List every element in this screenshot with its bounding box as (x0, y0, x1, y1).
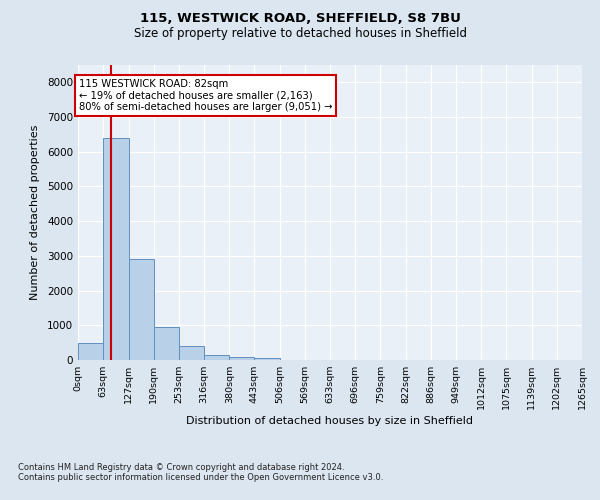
Text: 115, WESTWICK ROAD, SHEFFIELD, S8 7BU: 115, WESTWICK ROAD, SHEFFIELD, S8 7BU (140, 12, 460, 26)
Bar (154, 327, 179, 360)
Bar (229, 356, 254, 360)
X-axis label: Distribution of detached houses by size in Sheffield: Distribution of detached houses by size … (187, 416, 473, 426)
Bar (179, 346, 204, 360)
Bar (128, 260, 154, 360)
Text: 115 WESTWICK ROAD: 82sqm
← 19% of detached houses are smaller (2,163)
80% of sem: 115 WESTWICK ROAD: 82sqm ← 19% of detach… (79, 79, 332, 112)
Y-axis label: Number of detached properties: Number of detached properties (30, 125, 40, 300)
Bar (254, 358, 280, 360)
Text: Size of property relative to detached houses in Sheffield: Size of property relative to detached ho… (133, 28, 467, 40)
Bar (103, 138, 128, 360)
Bar (204, 355, 229, 360)
Bar (78, 342, 103, 360)
Text: Contains HM Land Registry data © Crown copyright and database right 2024.: Contains HM Land Registry data © Crown c… (18, 464, 344, 472)
Text: Contains public sector information licensed under the Open Government Licence v3: Contains public sector information licen… (18, 474, 383, 482)
